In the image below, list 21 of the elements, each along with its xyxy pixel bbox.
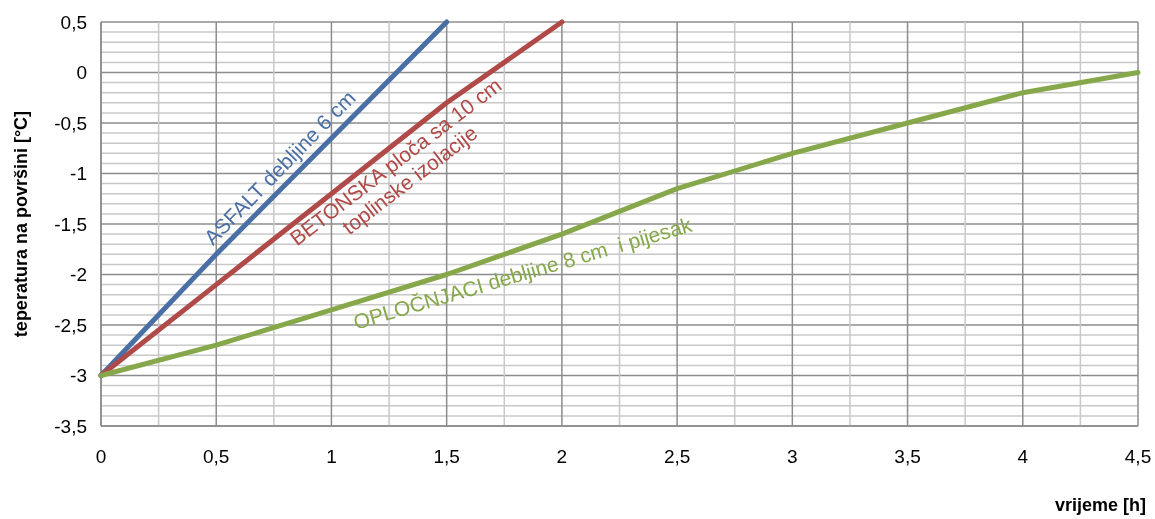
y-tick-label: -3,5: [54, 415, 87, 437]
x-tick-label: 2: [556, 446, 568, 467]
x-tick-label: 4: [1017, 446, 1029, 467]
x-tick-label: 2,5: [663, 446, 691, 467]
x-tick-label: 1: [326, 446, 337, 467]
x-axis-title: vrijeme [h]: [1054, 495, 1146, 515]
x-tick-label: 4,5: [1124, 446, 1152, 467]
x-tick-label: 1,5: [433, 446, 460, 467]
y-tick-label: -0,5: [54, 112, 87, 134]
y-tick-label: -1: [70, 163, 87, 185]
y-tick-label: -2,5: [54, 314, 87, 336]
y-tick-label: -2: [70, 264, 87, 286]
y-axis-title: teperatura na površini [°C]: [11, 110, 31, 338]
x-tick-label: 0,5: [203, 446, 230, 467]
x-tick-label: 3: [787, 446, 798, 467]
y-tick-label: 0: [76, 62, 87, 84]
x-tick-label: 3,5: [894, 446, 921, 467]
y-tick-label: -1,5: [54, 213, 87, 235]
y-tick-label: 0,5: [60, 11, 87, 33]
x-tick-label: 0: [95, 446, 107, 467]
y-tick-label: -3: [70, 365, 87, 387]
